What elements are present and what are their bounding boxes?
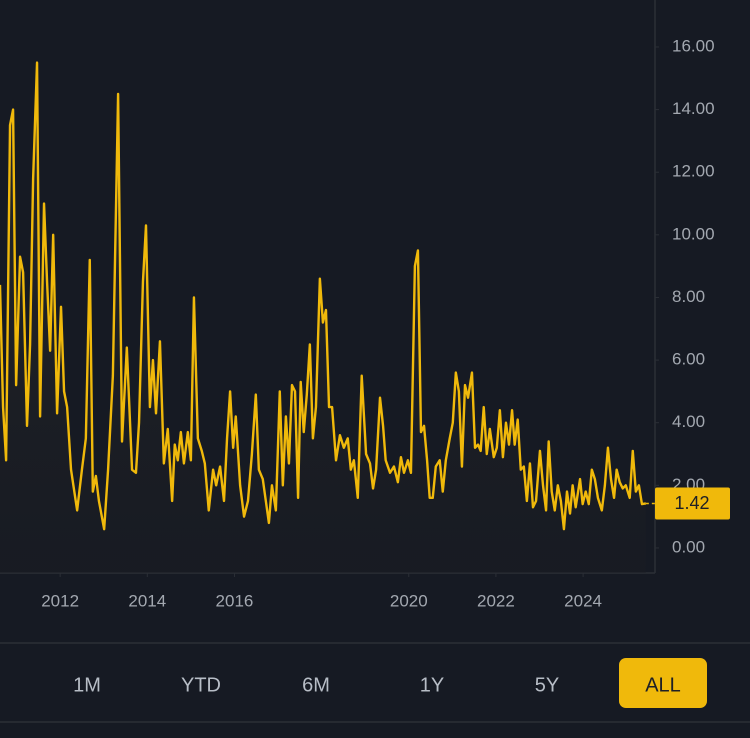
x-tick-label: 2014 [128, 591, 166, 610]
y-tick-label: 14.00 [672, 99, 715, 118]
range-button[interactable]: 1Y [420, 674, 444, 696]
y-tick-label: 16.00 [672, 36, 715, 55]
range-button[interactable]: 5Y [535, 674, 559, 696]
last-value-label: 1.42 [674, 493, 709, 513]
x-tick-label: 2024 [564, 591, 602, 610]
y-tick-label: 10.00 [672, 224, 715, 243]
y-tick-label: 6.00 [672, 350, 705, 369]
range-button-active-bg[interactable] [619, 658, 707, 708]
x-tick-label: 2016 [216, 591, 254, 610]
series-area [0, 62, 646, 574]
last-value-box [655, 487, 730, 520]
range-button[interactable]: 6M [302, 674, 330, 696]
range-button-active[interactable]: ALL [645, 674, 681, 696]
y-tick-label: 12.00 [672, 162, 715, 181]
range-button[interactable]: YTD [181, 674, 221, 696]
y-tick-label: 4.00 [672, 412, 705, 431]
x-tick-label: 2012 [41, 591, 79, 610]
range-button[interactable]: 1M [73, 674, 101, 696]
series-line [0, 61, 647, 531]
y-tick-label: 8.00 [672, 287, 705, 306]
x-tick-label: 2020 [390, 591, 428, 610]
y-tick-label: 0.00 [672, 537, 705, 556]
x-tick-label: 2022 [477, 591, 515, 610]
